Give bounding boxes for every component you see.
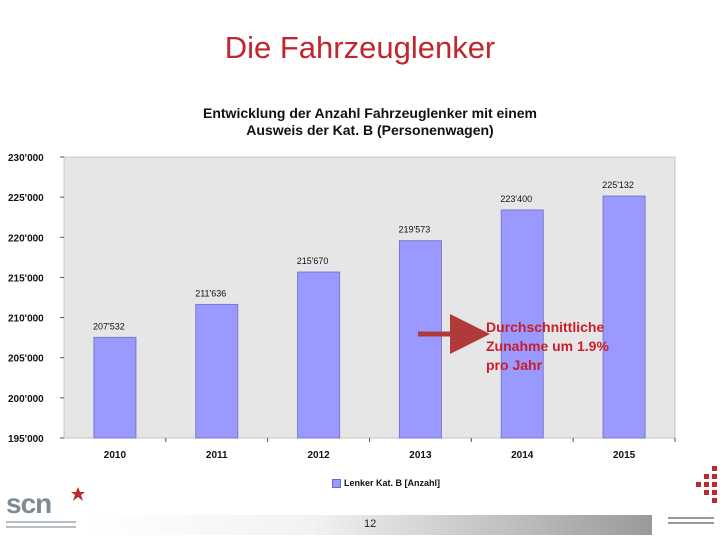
chart-legend: Lenker Kat. B [Anzahl]	[332, 478, 441, 489]
x-tick-label: 2015	[613, 450, 636, 461]
bar-2014	[500, 209, 544, 439]
data-label-2012: 215'670	[297, 256, 329, 266]
slide-title: Die Fahrzeuglenker	[224, 30, 496, 65]
callout-line-1: Durchschnittliche	[486, 319, 605, 335]
data-label-2010: 207'532	[93, 321, 125, 331]
x-tick-label: 2012	[307, 450, 330, 461]
y-tick-label: 200'000	[8, 394, 44, 405]
chart-title-line-1: Entwicklung der Anzahl Fahrzeuglenker mi…	[203, 105, 537, 121]
y-tick-label: 230'000	[8, 153, 44, 164]
scn-logo-subtext	[6, 518, 86, 532]
bar-2011	[195, 303, 239, 439]
footer-bar	[86, 515, 652, 535]
star-icon	[71, 487, 85, 501]
legend-label: Lenker Kat. B [Anzahl]	[344, 478, 441, 488]
callout-line-2: Zunahme um 1.9%	[486, 338, 609, 354]
bars: 207'532 211'636 215'670 219'573 223'400 225'1…	[93, 180, 646, 439]
bar-2012	[297, 271, 341, 439]
y-tick-label: 205'000	[8, 354, 44, 365]
x-tick-label: 2010	[104, 450, 127, 461]
y-tick-label: 210'000	[8, 314, 44, 325]
scn-logo: scn	[4, 486, 88, 536]
canton-logo-subtext	[668, 514, 718, 527]
bar-2015	[602, 195, 646, 439]
data-label-2015: 225'132	[602, 180, 634, 190]
bar-2013	[398, 240, 442, 439]
y-tick-label: 225'000	[8, 193, 44, 204]
legend-swatch	[332, 479, 341, 489]
x-tick-label: 2014	[511, 450, 534, 461]
y-tick-label: 215'000	[8, 273, 44, 284]
callout-line-3: pro Jahr	[486, 357, 543, 373]
scn-logo-text: scn	[6, 488, 52, 519]
data-label-2013: 219'573	[399, 225, 431, 235]
bar-2010	[93, 336, 137, 439]
data-label-2011: 211'636	[195, 288, 226, 298]
page-number: 12	[364, 518, 377, 530]
plot-area	[63, 156, 676, 439]
y-axis: 195'000 200'000 205'000 210'000 215'000 220'0…	[8, 153, 64, 445]
y-tick-label: 220'000	[8, 233, 44, 244]
growth-callout: Durchschnittliche Zunahme um 1.9% pro Ja…	[486, 318, 656, 375]
chart-title: Entwicklung der Anzahl Fahrzeuglenker mi…	[160, 105, 580, 139]
x-axis: 2010 2011 2012 2013 2014 2015	[104, 438, 676, 461]
x-tick-label: 2013	[409, 450, 432, 461]
y-tick-label: 195'000	[8, 434, 44, 445]
x-tick-label: 2011	[206, 450, 228, 461]
canton-logo	[668, 462, 720, 538]
data-label-2014: 223'400	[500, 194, 532, 204]
chart-title-line-2: Ausweis der Kat. B (Personenwagen)	[246, 122, 494, 138]
canton-emblem-icon	[696, 466, 717, 503]
